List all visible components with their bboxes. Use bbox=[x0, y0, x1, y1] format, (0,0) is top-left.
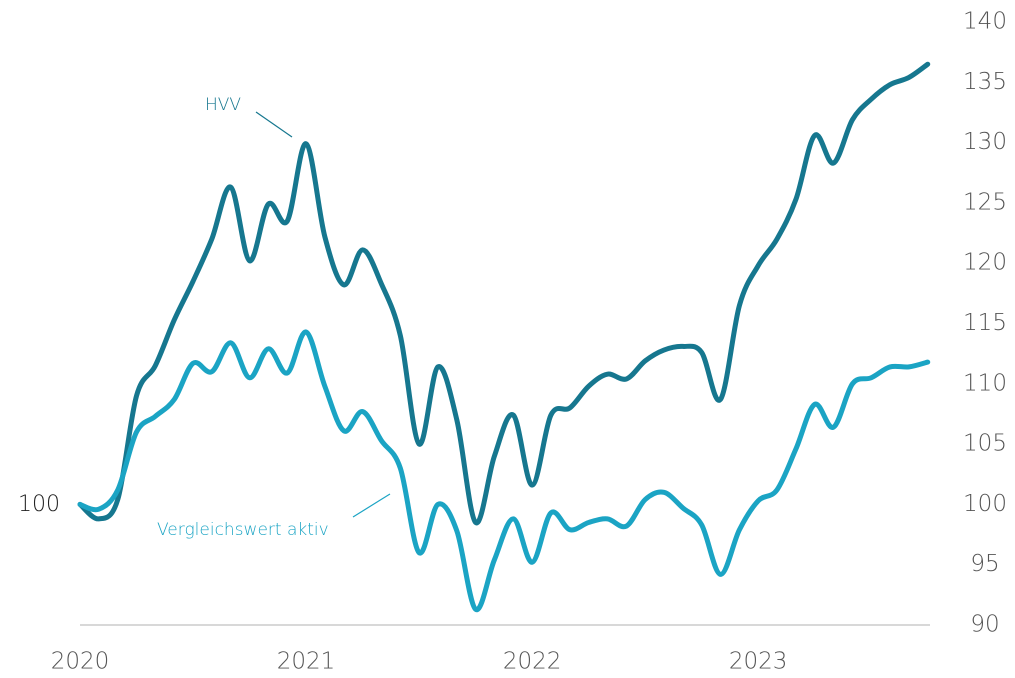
hvv-label: HVV bbox=[205, 95, 241, 115]
y-tick-label: 135 bbox=[963, 69, 1007, 95]
series-line bbox=[77, 61, 931, 526]
start-label: 100 bbox=[18, 492, 60, 517]
x-tick-label: 2022 bbox=[503, 649, 562, 675]
y-tick-label: 90 bbox=[970, 612, 999, 638]
benchmark-label: Vergleichswert aktiv bbox=[157, 520, 329, 540]
y-tick-label: 110 bbox=[963, 370, 1007, 396]
series-line bbox=[77, 329, 931, 612]
x-tick-label: 2021 bbox=[277, 649, 336, 675]
y-tick-label: 130 bbox=[963, 129, 1007, 155]
y-tick-label: 100 bbox=[963, 491, 1007, 517]
y-tick-label: 105 bbox=[963, 431, 1007, 457]
x-tick-label: 2020 bbox=[51, 649, 110, 675]
y-tick-label: 95 bbox=[970, 551, 999, 577]
leader-line bbox=[352, 493, 391, 518]
x-tick-label: 2023 bbox=[729, 649, 788, 675]
y-tick-label: 140 bbox=[963, 9, 1007, 35]
y-tick-label: 120 bbox=[963, 250, 1007, 276]
leader-line bbox=[255, 111, 293, 138]
y-tick-label: 125 bbox=[963, 189, 1007, 215]
y-tick-label: 115 bbox=[963, 310, 1007, 336]
